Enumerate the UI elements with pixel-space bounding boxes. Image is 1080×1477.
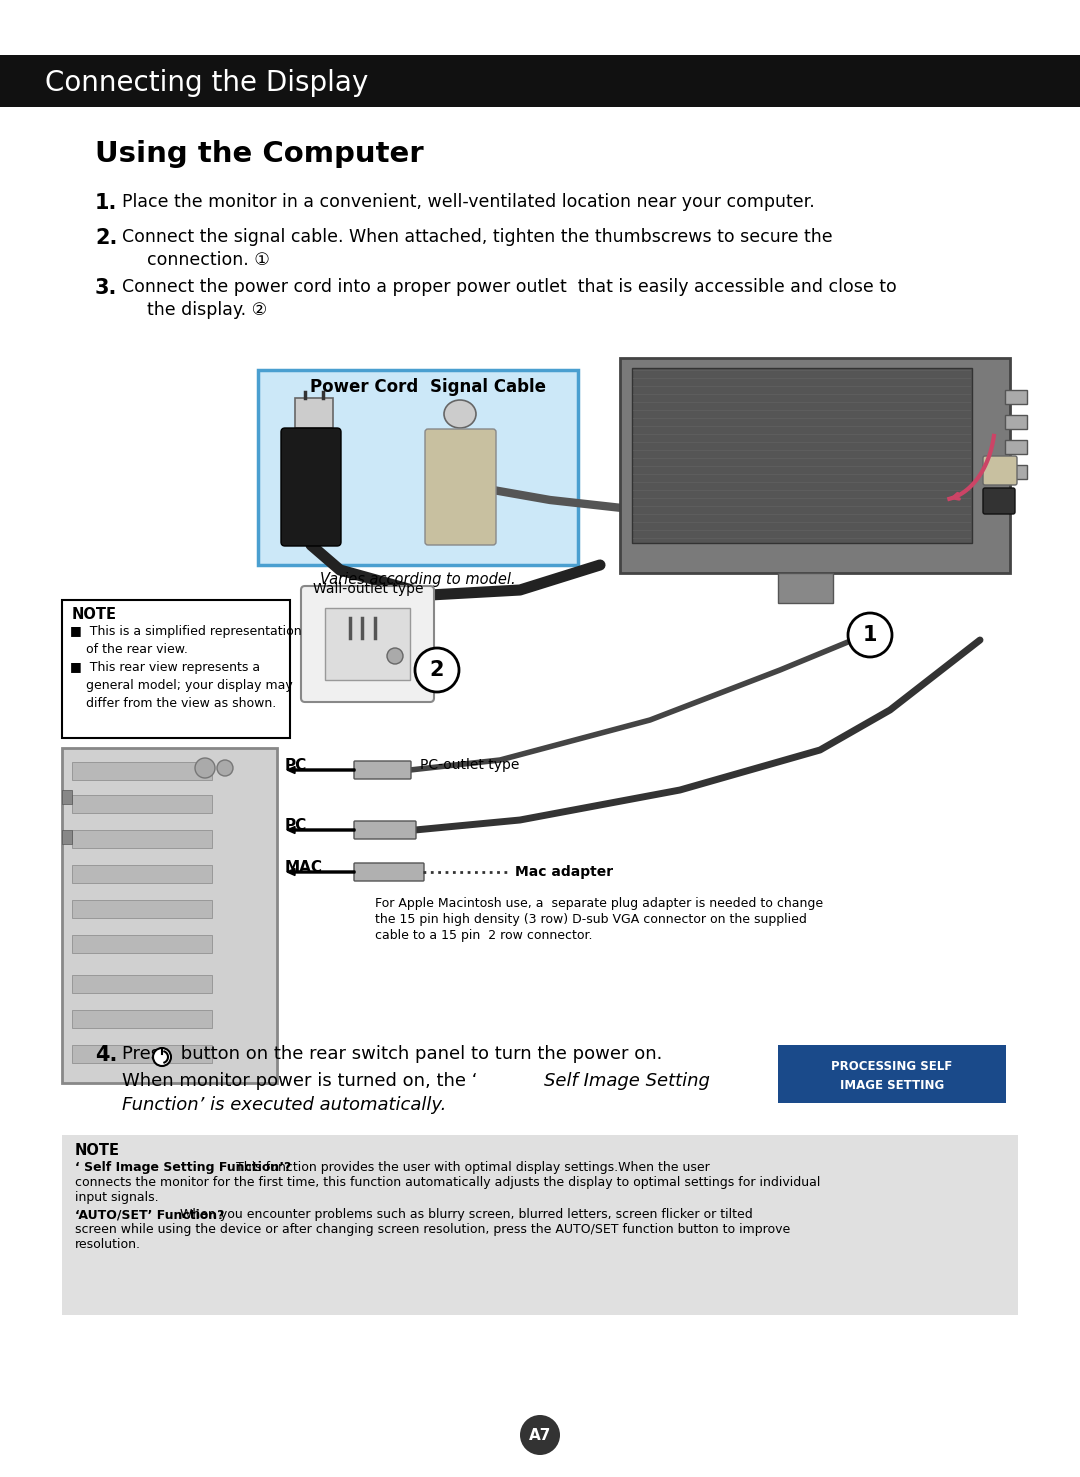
Text: ■  This rear view represents a: ■ This rear view represents a <box>70 662 260 674</box>
Text: ‘ Self Image Setting Function’?: ‘ Self Image Setting Function’? <box>75 1161 292 1174</box>
Circle shape <box>195 758 215 778</box>
Text: resolution.: resolution. <box>75 1238 141 1251</box>
Text: ■  This is a simplified representation: ■ This is a simplified representation <box>70 625 301 638</box>
Text: Connecting the Display: Connecting the Display <box>45 69 368 97</box>
Text: cable to a 15 pin  2 row connector.: cable to a 15 pin 2 row connector. <box>375 929 593 942</box>
Text: 3.: 3. <box>95 278 118 298</box>
Text: PC-outlet type: PC-outlet type <box>420 758 519 772</box>
Text: the 15 pin high density (3 row) D-sub VGA connector on the supplied: the 15 pin high density (3 row) D-sub VG… <box>375 913 807 926</box>
FancyArrow shape <box>287 767 355 774</box>
Bar <box>1005 465 1027 479</box>
FancyArrow shape <box>287 827 355 833</box>
Bar <box>72 795 212 812</box>
FancyBboxPatch shape <box>426 428 496 545</box>
Text: Signal Cable: Signal Cable <box>430 378 546 396</box>
Text: NOTE: NOTE <box>75 1143 120 1158</box>
Text: input signals.: input signals. <box>75 1190 159 1204</box>
Circle shape <box>217 761 233 775</box>
Ellipse shape <box>444 400 476 428</box>
Text: Mac adapter: Mac adapter <box>515 866 613 879</box>
Text: Place the monitor in a convenient, well-ventilated location near your computer.: Place the monitor in a convenient, well-… <box>122 193 814 211</box>
Circle shape <box>415 648 459 693</box>
Text: When monitor power is turned on, the ‘: When monitor power is turned on, the ‘ <box>122 1072 477 1090</box>
Bar <box>620 357 1010 573</box>
Bar <box>72 866 212 883</box>
Text: Press: Press <box>122 1046 175 1063</box>
Text: differ from the view as shown.: differ from the view as shown. <box>70 697 276 710</box>
Bar <box>62 600 291 738</box>
Bar <box>295 397 333 428</box>
Bar <box>72 762 212 780</box>
Bar <box>72 935 212 953</box>
Bar <box>72 830 212 848</box>
FancyArrow shape <box>287 868 355 876</box>
Text: This function provides the user with optimal display settings.When the user: This function provides the user with opt… <box>231 1161 710 1174</box>
Text: PROCESSING SELF: PROCESSING SELF <box>832 1060 953 1072</box>
Circle shape <box>387 648 403 665</box>
Text: 4.: 4. <box>95 1046 118 1065</box>
Text: of the rear view.: of the rear view. <box>70 642 188 656</box>
Text: 2: 2 <box>430 660 444 679</box>
FancyBboxPatch shape <box>354 761 411 778</box>
Bar <box>72 1010 212 1028</box>
FancyBboxPatch shape <box>281 428 341 546</box>
Text: the display. ②: the display. ② <box>147 301 267 319</box>
Text: Connect the power cord into a proper power outlet  that is easily accessible and: Connect the power cord into a proper pow… <box>122 278 896 295</box>
FancyBboxPatch shape <box>983 487 1015 514</box>
Text: When you encounter problems such as blurry screen, blurred letters, screen flick: When you encounter problems such as blur… <box>176 1208 753 1221</box>
Text: PC: PC <box>285 758 307 772</box>
FancyBboxPatch shape <box>354 863 424 880</box>
Text: IMAGE SETTING: IMAGE SETTING <box>840 1080 944 1092</box>
Bar <box>72 899 212 919</box>
Text: PC: PC <box>285 818 307 833</box>
Text: Using the Computer: Using the Computer <box>95 140 423 168</box>
Text: Connect the signal cable. When attached, tighten the thumbscrews to secure the: Connect the signal cable. When attached,… <box>122 227 833 247</box>
Text: Varies according to model.: Varies according to model. <box>320 572 516 586</box>
Bar <box>778 1046 1005 1103</box>
Text: Power Cord: Power Cord <box>310 378 418 396</box>
Text: ‘AUTO/SET’ Function?: ‘AUTO/SET’ Function? <box>75 1208 225 1221</box>
Text: general model; your display may: general model; your display may <box>70 679 293 693</box>
Text: Function’ is executed automatically.: Function’ is executed automatically. <box>122 1096 446 1114</box>
Text: Wall-outlet type: Wall-outlet type <box>313 582 423 597</box>
Circle shape <box>153 1049 171 1066</box>
Bar <box>62 830 72 843</box>
Circle shape <box>519 1415 561 1455</box>
Bar <box>1005 415 1027 428</box>
Text: screen while using the device or after changing screen resolution, press the AUT: screen while using the device or after c… <box>75 1223 791 1236</box>
Text: 1.: 1. <box>95 193 118 213</box>
Bar <box>632 368 972 544</box>
Text: 1: 1 <box>863 625 877 645</box>
Text: Self Image Setting: Self Image Setting <box>544 1072 710 1090</box>
FancyBboxPatch shape <box>983 456 1017 484</box>
Text: NOTE: NOTE <box>72 607 117 622</box>
Text: MAC: MAC <box>285 860 323 874</box>
Bar <box>72 975 212 993</box>
Bar <box>62 747 276 1083</box>
Text: For Apple Macintosh use, a  separate plug adapter is needed to change: For Apple Macintosh use, a separate plug… <box>375 897 823 910</box>
Bar <box>778 573 833 603</box>
Bar <box>0 55 1080 106</box>
Circle shape <box>848 613 892 657</box>
Bar <box>258 371 578 566</box>
Bar <box>1005 440 1027 453</box>
Bar <box>62 1134 1018 1315</box>
Bar <box>325 609 410 679</box>
Bar <box>72 1046 212 1063</box>
FancyBboxPatch shape <box>301 586 434 702</box>
Text: connects the monitor for the first time, this function automatically adjusts the: connects the monitor for the first time,… <box>75 1176 821 1189</box>
FancyBboxPatch shape <box>354 821 416 839</box>
Text: 2.: 2. <box>95 227 118 248</box>
Text: connection. ①: connection. ① <box>147 251 270 269</box>
Text: A7: A7 <box>529 1427 551 1443</box>
Bar <box>1005 390 1027 405</box>
Text: button on the rear switch panel to turn the power on.: button on the rear switch panel to turn … <box>175 1046 662 1063</box>
Bar <box>62 790 72 803</box>
